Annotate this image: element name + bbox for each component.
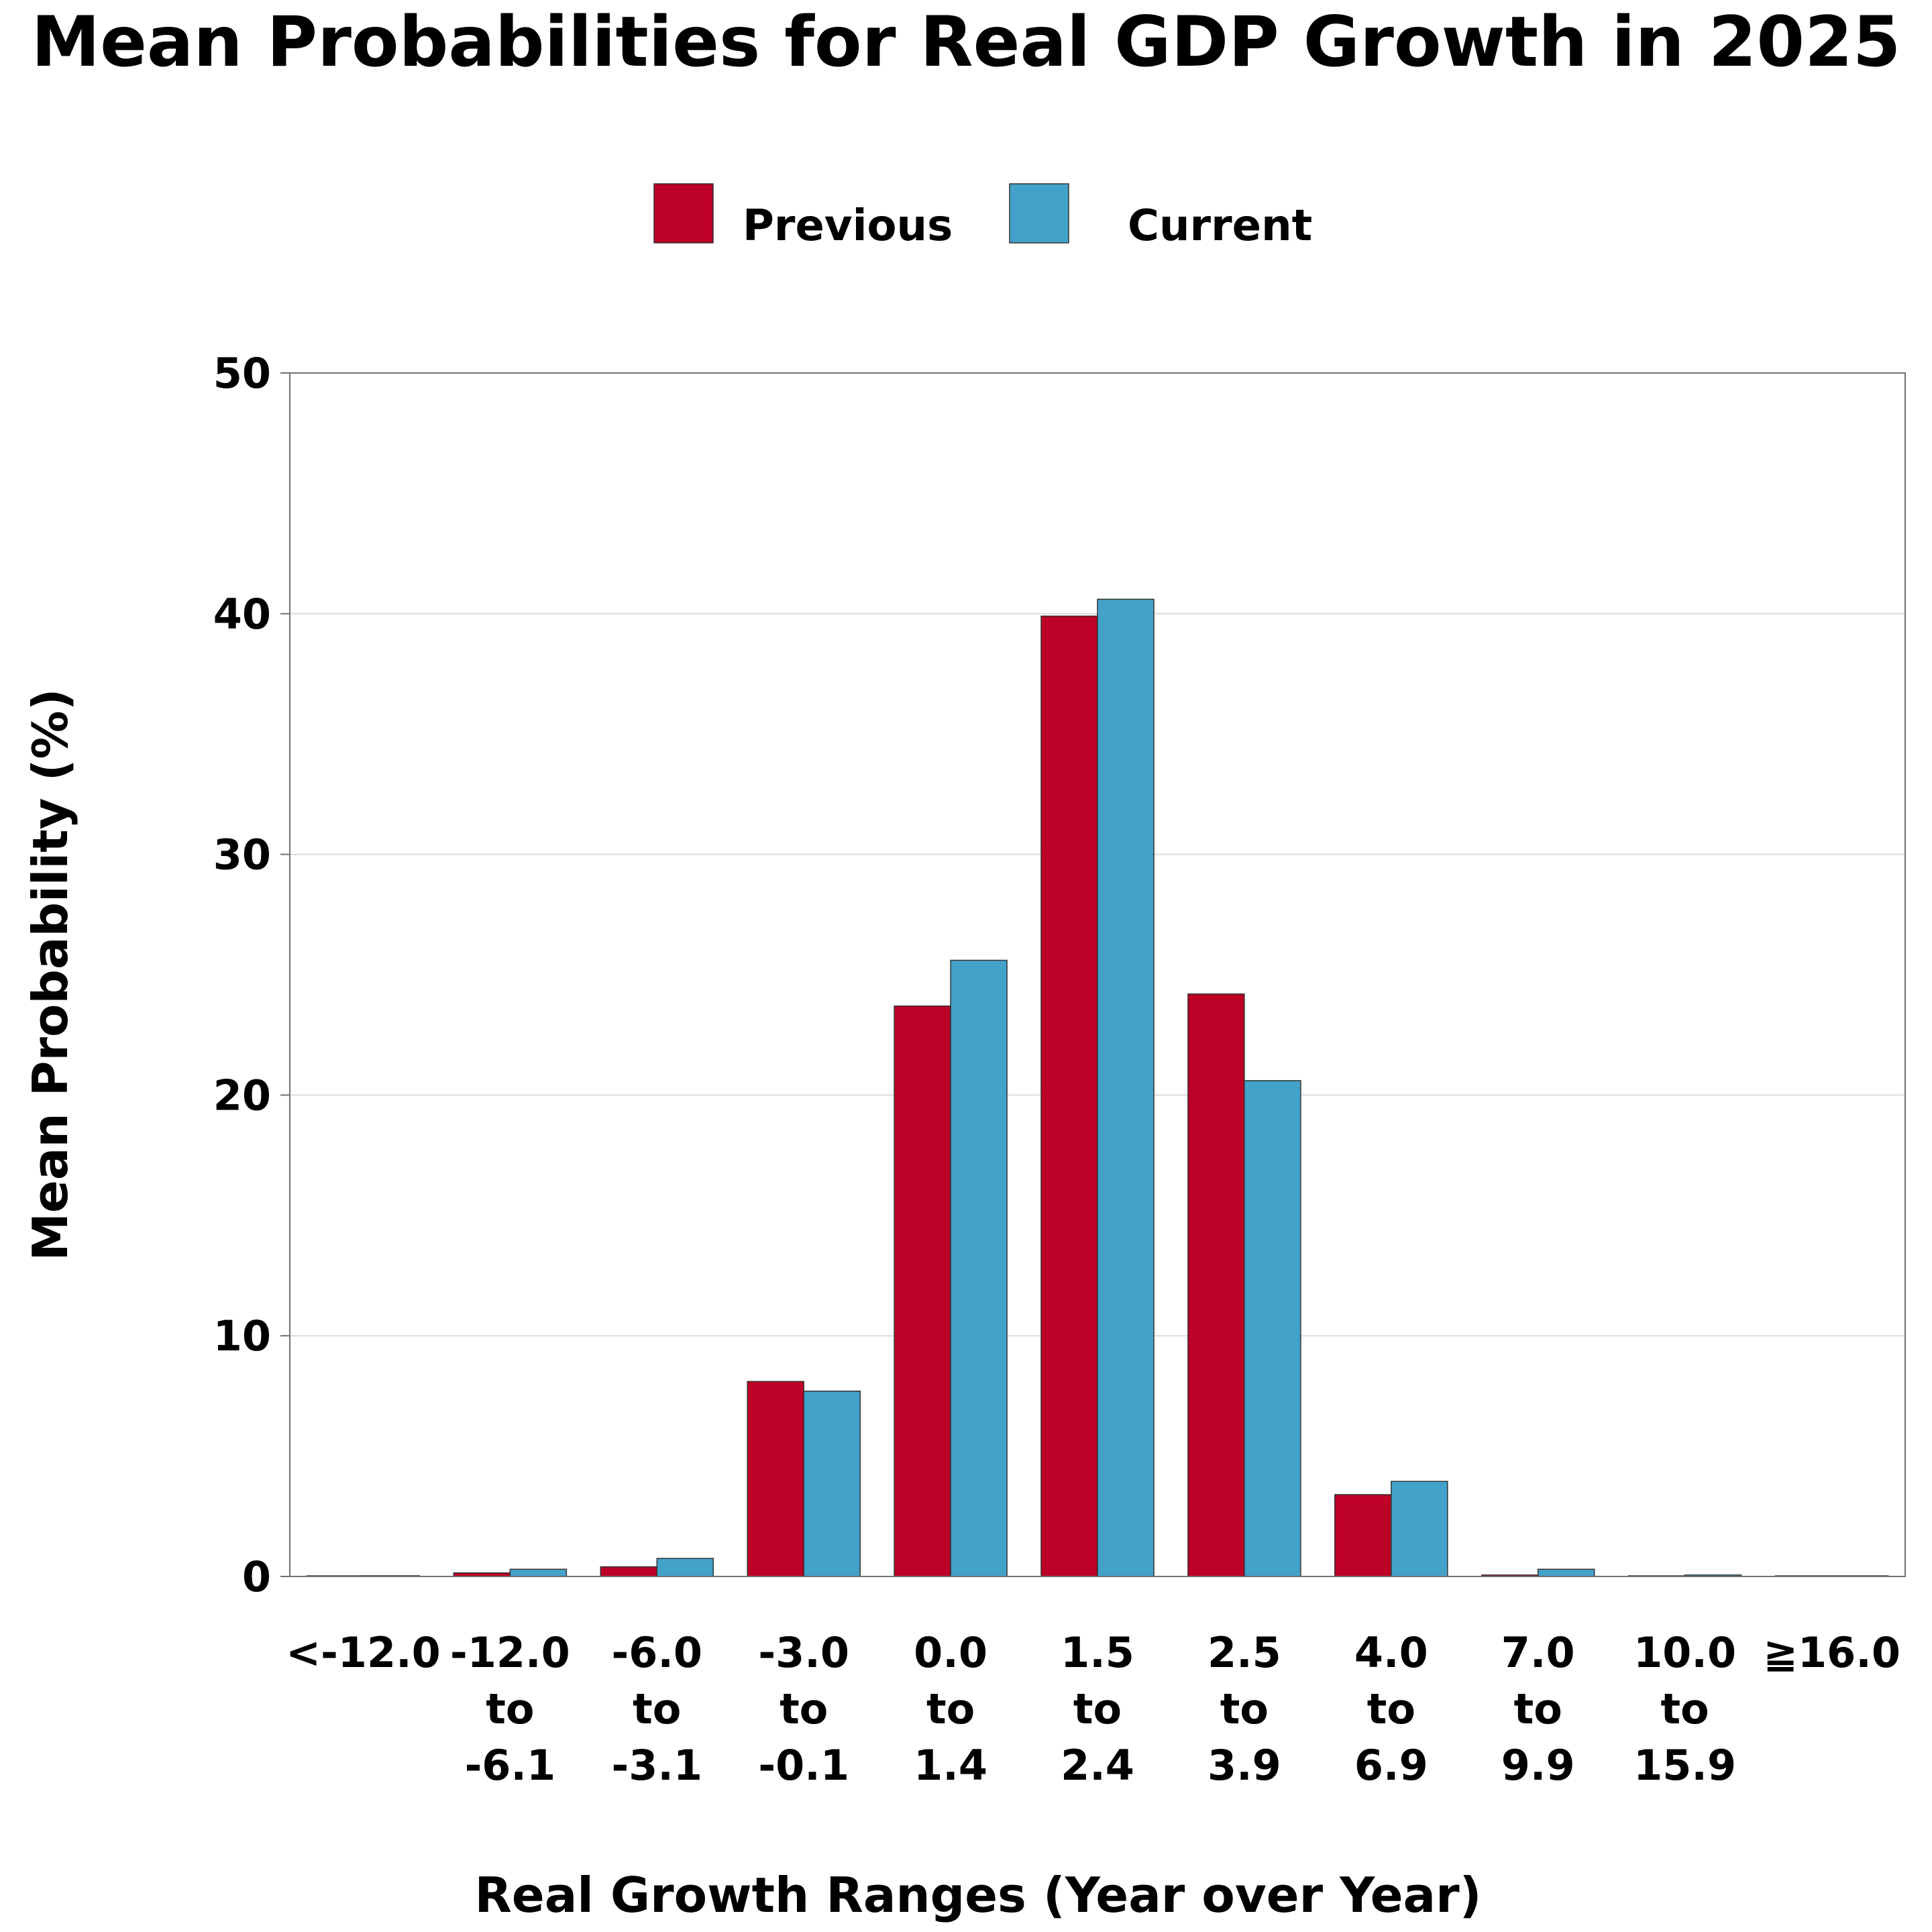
- y-tick-label: 20: [213, 1071, 271, 1120]
- x-tick-label: ≧16.0: [1763, 1628, 1900, 1677]
- bar-current-1: [509, 1568, 568, 1577]
- bar-previous-6: [1187, 993, 1245, 1577]
- bar-current-3: [803, 1390, 861, 1577]
- legend-swatch-previous: [653, 183, 714, 244]
- x-tick-label: 7.0 to 9.9: [1501, 1628, 1575, 1790]
- y-tick-label: 0: [242, 1552, 271, 1601]
- chart-title: Mean Probabilities for Real GDP Growth i…: [32, 2, 1901, 83]
- plot-frame: [289, 372, 1906, 1577]
- x-tick-label: <-12.0: [286, 1628, 441, 1677]
- bar-current-8: [1537, 1568, 1595, 1577]
- x-tick-label: 0.0 to 1.4: [914, 1628, 987, 1790]
- bar-current-6: [1244, 1080, 1301, 1577]
- legend-swatch-current: [1009, 183, 1069, 244]
- bar-current-2: [656, 1558, 714, 1577]
- x-tick-label: -6.0 to -3.1: [611, 1628, 702, 1790]
- y-tick-label: 30: [213, 830, 271, 879]
- y-tick-label: 50: [213, 349, 271, 398]
- bar-previous-2: [600, 1566, 658, 1577]
- x-tick-label: -12.0 to -6.1: [450, 1628, 570, 1790]
- x-tick-label: 10.0 to 15.9: [1633, 1628, 1736, 1790]
- bars: [306, 598, 1889, 1577]
- bar-previous-4: [894, 1005, 951, 1577]
- y-tick-label: 10: [213, 1311, 271, 1360]
- bar-previous-5: [1040, 615, 1098, 1577]
- bar-previous-3: [747, 1381, 804, 1577]
- legend: Previous Current: [653, 183, 1312, 251]
- x-tick-label: 1.5 to 2.4: [1061, 1628, 1134, 1790]
- x-tick-label: 2.5 to 3.9: [1208, 1628, 1281, 1790]
- y-axis-title: Mean Probability (%): [22, 688, 78, 1260]
- legend-label-previous: Previous: [743, 201, 953, 251]
- legend-label-current: Current: [1128, 201, 1312, 251]
- x-tick-label: 4.0 to 6.9: [1354, 1628, 1428, 1790]
- y-tick-label: 40: [213, 590, 271, 639]
- x-axis: <-12.0 -12.0 to -6.1 -6.0 to -3.1 -3.0 to -0.1 0.0…: [286, 1628, 1900, 1790]
- bar-previous-7: [1334, 1494, 1392, 1577]
- x-tick-label: -3.0 to -0.1: [758, 1628, 849, 1790]
- y-axis: 0 10 20 30 40 50: [213, 349, 290, 1601]
- bar-current-4: [950, 959, 1008, 1577]
- x-axis-title: Real Growth Ranges (Year over Year): [474, 1867, 1481, 1923]
- bar-current-7: [1391, 1481, 1448, 1577]
- bar-current-5: [1097, 598, 1155, 1577]
